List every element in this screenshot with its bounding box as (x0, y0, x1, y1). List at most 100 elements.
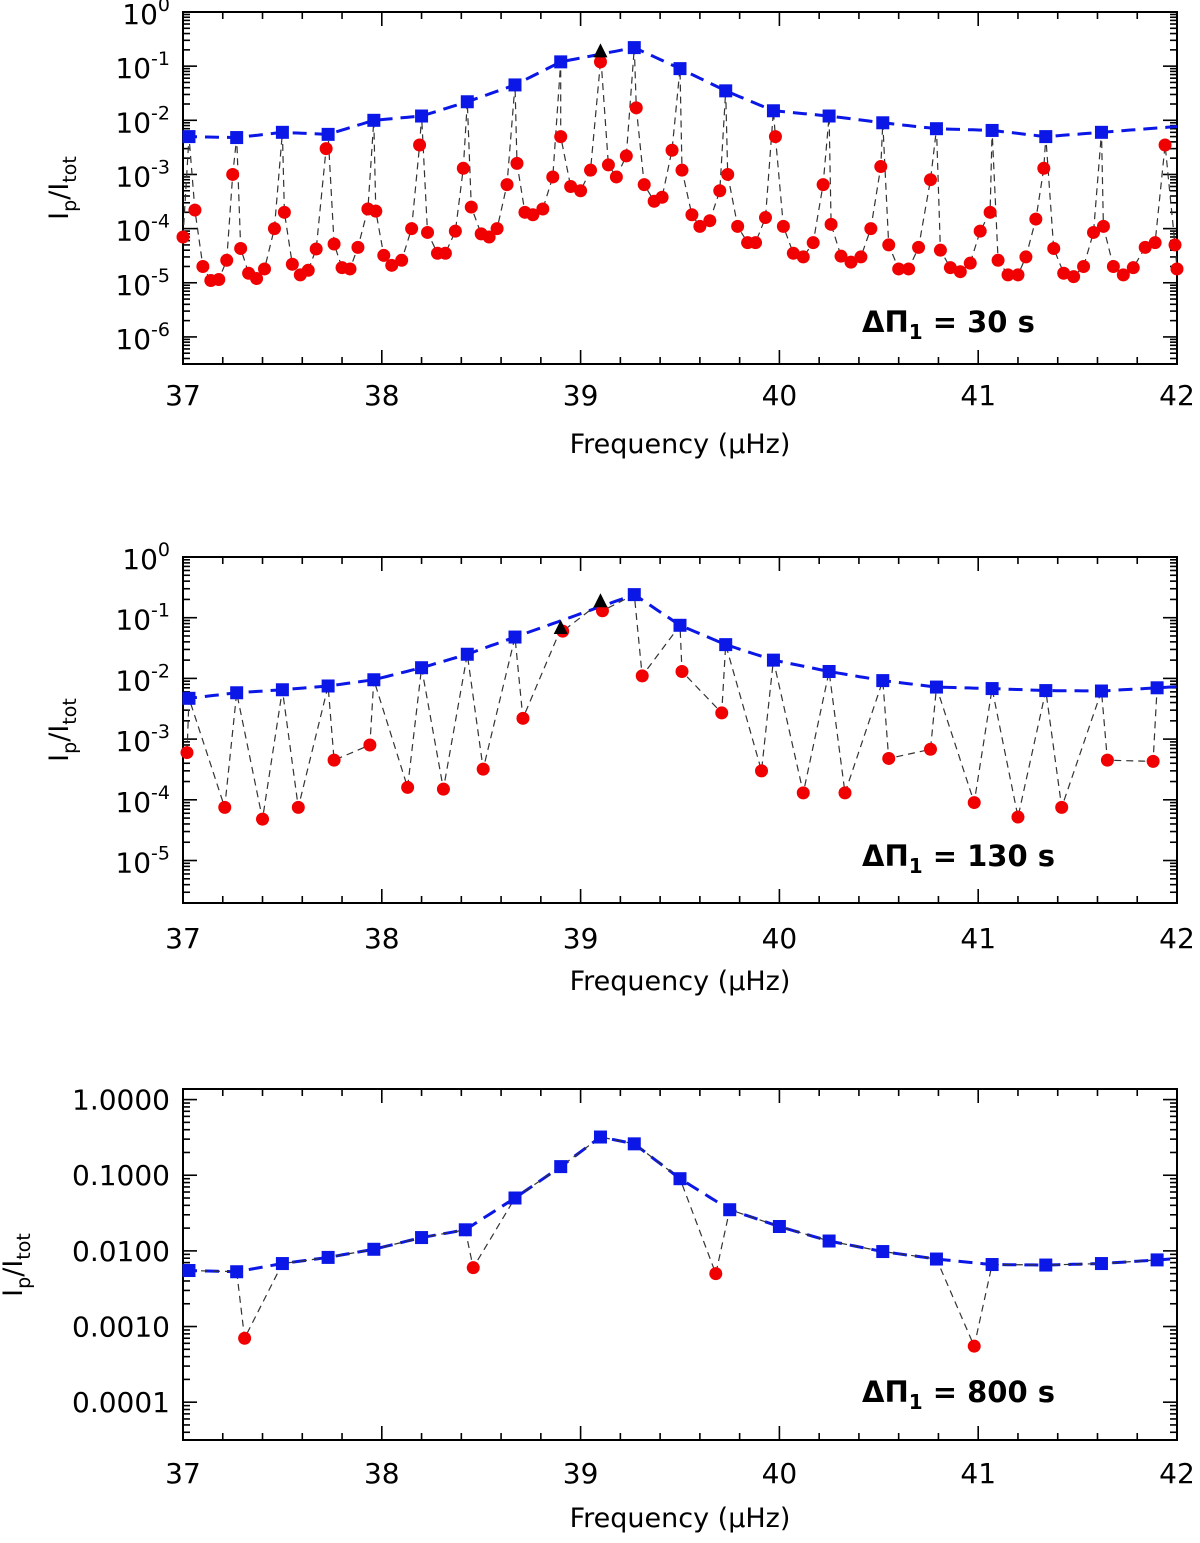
x-tick-label: 40 (762, 379, 798, 412)
mixed-mode-point (923, 742, 937, 756)
y-tick-label: 10-2 (115, 102, 170, 139)
y-tick-label: 10-5 (115, 843, 170, 880)
y-axis-label-bottom: Ip/Itot (0, 1233, 35, 1297)
mixed-mode-point (1146, 754, 1160, 768)
mixed-mode-point (973, 224, 987, 238)
y-tick-labels-middle: 100 10-1 10-2 10-3 10-4 10-5 (115, 539, 170, 880)
mixed-mode-point (176, 230, 190, 244)
p-mode-point (415, 1231, 429, 1245)
p-mode-point (723, 1203, 737, 1217)
mixed-mode-point (309, 242, 323, 256)
p-mode-point (367, 673, 381, 687)
mixed-mode-point (595, 604, 609, 618)
mixed-mode-point (1138, 240, 1152, 254)
envelope-curve-top (182, 46, 1178, 139)
mixed-mode-point (967, 796, 981, 810)
annotation-delta-pi-middle: ΔΠ1 = 130 s (862, 839, 1055, 878)
mixed-mode-point (874, 160, 888, 174)
mixed-mode-point (456, 161, 470, 175)
mixed-mode-point (377, 248, 391, 262)
mixed-mode-point (526, 208, 540, 222)
mixed-mode-point (703, 214, 717, 228)
x-axis-label-top: Frequency (μHz) (570, 429, 791, 460)
mixed-mode-point (319, 142, 333, 156)
p-mode-point (1150, 681, 1164, 695)
mixed-mode-point (796, 250, 810, 264)
mixed-mode-point (806, 236, 820, 250)
mixed-mode-point (395, 253, 409, 267)
mixed-mode-point (500, 178, 514, 192)
mixed-mode-point (1037, 161, 1051, 175)
mixed-mode-point (834, 249, 848, 263)
x-tick-labels-bottom: 37 38 39 40 41 42 (165, 1457, 1195, 1490)
p-mode-point (673, 62, 687, 76)
connector-path (186, 593, 1158, 820)
envelope-line (182, 46, 1178, 139)
x-tick-label: 41 (960, 922, 996, 955)
mixed-mode-point (912, 240, 926, 254)
p-mode-point (929, 122, 943, 136)
p-mode-point (627, 1137, 641, 1151)
p-mode-point (415, 109, 429, 123)
p-mode-point (627, 588, 641, 602)
mixed-mode-point (755, 764, 769, 778)
p-mode-point (1094, 1257, 1108, 1271)
mixed-mode-point (564, 179, 578, 193)
p-mode-point (822, 1234, 836, 1248)
mixed-mode-point (1168, 238, 1182, 252)
mixed-mode-point (943, 261, 957, 275)
mixed-mode-point (466, 1261, 480, 1275)
p-mode-point (985, 123, 999, 137)
y-tick-label: 10-4 (115, 782, 170, 819)
mixed-mode-point (1170, 262, 1184, 276)
x-tick-label: 37 (165, 922, 201, 955)
mixed-mode-point (824, 217, 838, 231)
connector-path (182, 47, 1178, 282)
mixed-mode-point (448, 224, 462, 238)
p-mode-point (367, 1242, 381, 1256)
mixed-mode-point (1116, 268, 1130, 282)
mixed-mode-point (593, 55, 607, 69)
p-mode-point (822, 109, 836, 123)
marks-bottom (182, 1130, 1164, 1353)
y-axis-label-middle: Ip/Itot (44, 698, 81, 762)
mixed-mode-point (637, 178, 651, 192)
mixed-mode-point (343, 262, 357, 276)
p-mode-point (876, 1245, 890, 1259)
mixed-mode-point (665, 143, 679, 157)
x-tick-label: 37 (165, 379, 201, 412)
x-tick-label: 42 (1159, 379, 1195, 412)
connector-path (188, 1136, 1158, 1349)
mixed-mode-point (609, 170, 623, 184)
mixed-mode-point (226, 167, 240, 181)
y-tick-label: 0.1000 (72, 1159, 170, 1192)
x-tick-labels-top: 37 38 39 40 41 42 (165, 379, 1195, 412)
mixed-mode-point (258, 262, 272, 276)
mixed-mode-point (796, 786, 810, 800)
mixed-mode-point (1055, 800, 1069, 814)
p-mode-point (929, 1252, 943, 1266)
marks-middle (180, 588, 1164, 826)
y-tick-label: 10-2 (115, 660, 170, 697)
mixed-mode-point (776, 219, 790, 233)
mixed-mode-point (1087, 225, 1101, 239)
p-mode-point (1039, 130, 1053, 144)
y-tick-label: 10-3 (115, 156, 170, 193)
panel-bottom: 37 38 39 40 41 42 1.0000 0.1000 0.0100 0.0010 0.0… (0, 1084, 1195, 1534)
mixed-mode-point (180, 746, 194, 760)
mixed-mode-point (1001, 268, 1015, 282)
mixed-mode-point (250, 271, 264, 285)
mixed-mode-point (892, 262, 906, 276)
envelope-line (182, 593, 1178, 701)
mixed-mode-point (554, 130, 568, 144)
connector-line-top (182, 47, 1178, 282)
mixed-mode-point (1057, 266, 1071, 280)
p-mode-point (321, 1250, 335, 1264)
p-mode-point (554, 55, 568, 69)
mixed-mode-point (405, 222, 419, 236)
p-mode-point (321, 679, 335, 693)
mixed-mode-point (1077, 259, 1091, 273)
p-mode-point (367, 113, 381, 127)
p-mode-point (554, 1160, 568, 1174)
mixed-mode-point (991, 253, 1005, 267)
